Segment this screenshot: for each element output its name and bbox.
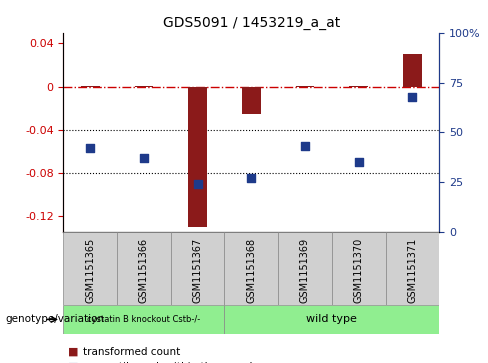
Text: GSM1151365: GSM1151365 [85, 238, 95, 303]
Point [86, 146, 94, 151]
Point [140, 155, 148, 161]
Point [247, 176, 255, 182]
Title: GDS5091 / 1453219_a_at: GDS5091 / 1453219_a_at [163, 16, 340, 30]
Point [408, 94, 416, 99]
Text: GSM1151368: GSM1151368 [246, 238, 256, 303]
Text: wild type: wild type [306, 314, 357, 325]
FancyBboxPatch shape [224, 305, 439, 334]
Text: GSM1151367: GSM1151367 [193, 238, 203, 303]
Point [301, 144, 309, 150]
Text: cystatin B knockout Cstb-/-: cystatin B knockout Cstb-/- [87, 315, 201, 324]
Bar [242, 87, 261, 114]
Text: genotype/variation: genotype/variation [5, 314, 104, 325]
Bar [349, 86, 368, 87]
FancyBboxPatch shape [63, 232, 117, 305]
Text: GSM1151369: GSM1151369 [300, 238, 310, 303]
Text: GSM1151366: GSM1151366 [139, 238, 149, 303]
FancyBboxPatch shape [171, 232, 224, 305]
FancyBboxPatch shape [117, 232, 171, 305]
Bar [188, 87, 207, 227]
Text: GSM1151371: GSM1151371 [407, 238, 417, 303]
Bar [135, 86, 153, 87]
Point [194, 182, 202, 187]
Text: ■: ■ [68, 347, 79, 357]
Bar [296, 86, 314, 87]
Text: percentile rank within the sample: percentile rank within the sample [83, 362, 259, 363]
Text: ■: ■ [68, 362, 79, 363]
Bar [403, 54, 422, 87]
FancyBboxPatch shape [278, 232, 332, 305]
Bar [81, 86, 100, 87]
Text: transformed count: transformed count [83, 347, 180, 357]
Text: GSM1151370: GSM1151370 [354, 238, 364, 303]
FancyBboxPatch shape [224, 232, 278, 305]
FancyBboxPatch shape [386, 232, 439, 305]
Point [355, 160, 363, 166]
FancyBboxPatch shape [63, 305, 224, 334]
FancyBboxPatch shape [332, 232, 386, 305]
